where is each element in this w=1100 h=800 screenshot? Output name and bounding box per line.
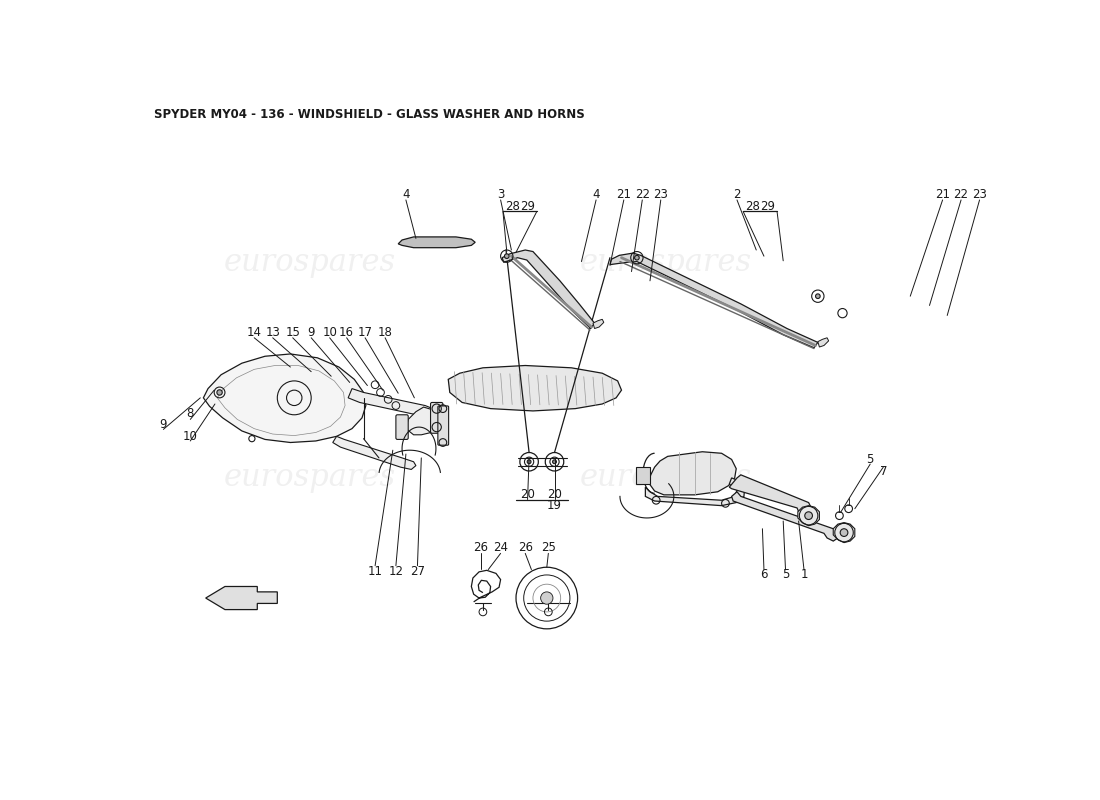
FancyBboxPatch shape (438, 406, 449, 445)
FancyBboxPatch shape (430, 402, 443, 434)
Text: SPYDER MY04 - 136 - WINDSHIELD - GLASS WASHER AND HORNS: SPYDER MY04 - 136 - WINDSHIELD - GLASS W… (154, 107, 585, 121)
Circle shape (635, 255, 639, 260)
Text: eurospares: eurospares (580, 462, 751, 494)
Circle shape (805, 512, 813, 519)
Polygon shape (818, 338, 828, 347)
Polygon shape (332, 436, 416, 470)
Text: 21: 21 (616, 188, 631, 201)
Text: 28: 28 (745, 200, 760, 213)
Text: 18: 18 (377, 326, 393, 339)
Text: 7: 7 (880, 466, 887, 478)
Text: eurospares: eurospares (223, 247, 396, 278)
Text: 2: 2 (734, 188, 740, 201)
Circle shape (552, 460, 557, 464)
Polygon shape (729, 475, 812, 516)
Text: eurospares: eurospares (223, 462, 396, 494)
Polygon shape (834, 522, 855, 542)
Text: 25: 25 (541, 542, 556, 554)
Text: 15: 15 (285, 326, 300, 339)
Polygon shape (348, 389, 439, 418)
Text: 12: 12 (388, 565, 404, 578)
Text: 20: 20 (520, 487, 535, 501)
Polygon shape (609, 253, 818, 348)
Text: 14: 14 (246, 326, 262, 339)
Text: 4: 4 (592, 188, 600, 201)
Polygon shape (206, 586, 277, 610)
Text: 29: 29 (760, 200, 775, 213)
Circle shape (505, 254, 509, 258)
Text: 23: 23 (972, 188, 987, 201)
Polygon shape (593, 319, 604, 329)
Text: 26: 26 (473, 542, 488, 554)
Circle shape (815, 294, 821, 298)
Text: 29: 29 (520, 200, 535, 213)
Polygon shape (732, 492, 839, 541)
Text: 19: 19 (547, 499, 562, 512)
Polygon shape (398, 237, 475, 248)
Text: 21: 21 (935, 188, 950, 201)
Text: 5: 5 (782, 569, 789, 582)
Text: 22: 22 (954, 188, 969, 201)
Text: 10: 10 (322, 326, 337, 339)
Text: 16: 16 (339, 326, 354, 339)
Text: 1: 1 (800, 569, 807, 582)
Text: 28: 28 (505, 200, 519, 213)
Text: 9: 9 (307, 326, 315, 339)
Text: 4: 4 (403, 188, 409, 201)
FancyBboxPatch shape (636, 467, 650, 484)
Polygon shape (406, 407, 444, 435)
Polygon shape (502, 250, 594, 329)
Text: eurospares: eurospares (580, 247, 751, 278)
Circle shape (840, 529, 848, 537)
Text: 22: 22 (635, 188, 650, 201)
Polygon shape (649, 452, 736, 495)
Circle shape (541, 592, 553, 604)
Circle shape (217, 390, 222, 395)
Polygon shape (646, 478, 745, 506)
Text: 23: 23 (653, 188, 668, 201)
Text: 17: 17 (358, 326, 373, 339)
Text: 3: 3 (497, 188, 504, 201)
Polygon shape (798, 506, 820, 526)
Text: 26: 26 (518, 542, 532, 554)
FancyBboxPatch shape (396, 414, 408, 439)
Polygon shape (449, 366, 621, 411)
Text: 20: 20 (547, 487, 562, 501)
Text: 6: 6 (760, 569, 768, 582)
Polygon shape (204, 354, 366, 442)
Text: 10: 10 (183, 430, 198, 443)
Circle shape (527, 460, 531, 464)
Text: 13: 13 (265, 326, 280, 339)
Text: 27: 27 (410, 565, 425, 578)
Text: 24: 24 (493, 542, 508, 554)
Text: 11: 11 (367, 565, 383, 578)
Text: 9: 9 (160, 418, 167, 431)
Text: 5: 5 (867, 453, 873, 466)
Text: 8: 8 (187, 406, 194, 420)
